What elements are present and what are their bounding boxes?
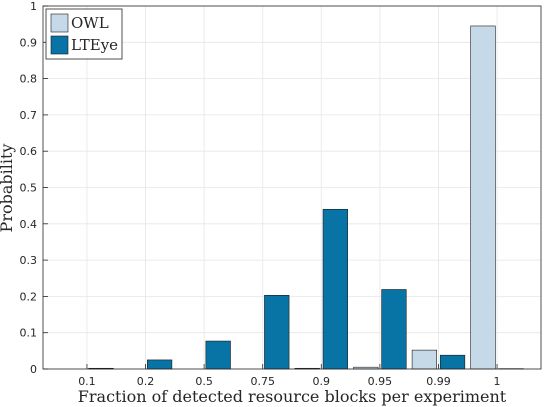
y-tick-label: 0.8 bbox=[20, 73, 38, 86]
x-tick-label: 0.5 bbox=[195, 375, 213, 388]
y-axis-ticks: 0 0.1 0.2 0.3 0.4 0.5 0.6 0.7 0.8 0.9 1 bbox=[20, 0, 48, 376]
bar-lteye-0.95 bbox=[381, 289, 407, 370]
bar-lteye-0.99 bbox=[439, 354, 466, 370]
legend: OWL LTEye bbox=[45, 8, 123, 60]
y-tick-label: 0.5 bbox=[20, 182, 38, 195]
legend-swatch-lteye bbox=[50, 35, 69, 55]
x-tick-label: 0.1 bbox=[78, 375, 96, 388]
x-axis-title: Fraction of detected resource blocks per… bbox=[78, 387, 507, 406]
y-tick-label: 0.9 bbox=[20, 36, 38, 49]
x-axis-ticks: 0.1 0.2 0.5 0.75 0.9 0.95 0.99 1 bbox=[78, 364, 501, 388]
grid-lines bbox=[43, 5, 541, 370]
x-tick-label: 0.95 bbox=[368, 375, 393, 388]
x-tick-label: 0.75 bbox=[250, 375, 275, 388]
bars bbox=[88, 25, 524, 370]
x-tick-label: 1 bbox=[494, 375, 501, 388]
y-tick-label: 0.7 bbox=[20, 109, 38, 122]
y-tick-label: 0.1 bbox=[20, 327, 38, 340]
x-tick-label: 0.9 bbox=[313, 375, 331, 388]
x-tick-label: 0.2 bbox=[137, 375, 155, 388]
legend-swatch-owl bbox=[50, 13, 69, 33]
bar-owl-1 bbox=[470, 25, 496, 370]
bar-owl-0.99 bbox=[411, 349, 438, 370]
y-axis-title: Probability bbox=[0, 144, 16, 233]
y-tick-label: 0.2 bbox=[20, 290, 38, 303]
y-tick-label: 0.6 bbox=[20, 145, 38, 158]
bar-lteye-0.5 bbox=[205, 340, 231, 370]
y-tick-label: 0 bbox=[30, 363, 37, 376]
legend-label-owl: OWL bbox=[71, 14, 109, 32]
legend-label-lteye: LTEye bbox=[71, 36, 118, 54]
bar-lteye-0.75 bbox=[264, 295, 290, 370]
bar-lteye-0.9 bbox=[322, 208, 348, 370]
y-tick-label: 0.4 bbox=[20, 218, 38, 231]
y-tick-label: 1 bbox=[30, 0, 37, 13]
y-tick-label: 0.3 bbox=[20, 254, 38, 267]
x-tick-label: 0.99 bbox=[426, 375, 451, 388]
bar-lteye-0.2 bbox=[146, 359, 173, 370]
